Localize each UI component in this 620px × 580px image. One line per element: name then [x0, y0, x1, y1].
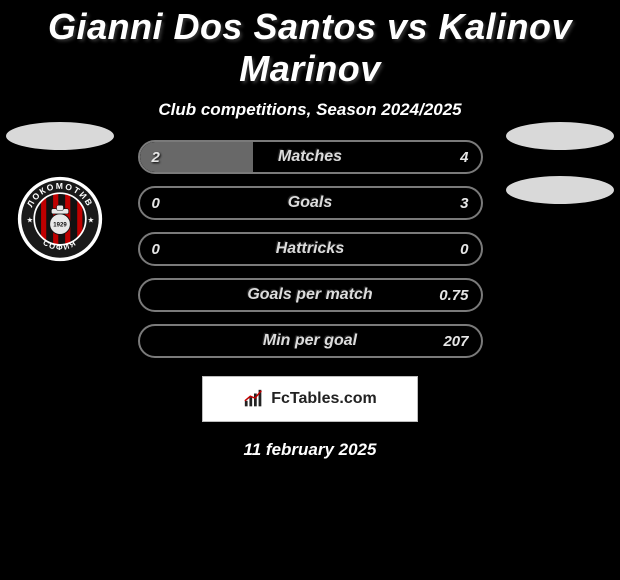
brand-box: FcTables.com	[202, 376, 418, 422]
team-logo-right-placeholder-2	[506, 176, 614, 204]
stat-bar: 00Hattricks	[138, 232, 483, 266]
stat-label: Min per goal	[140, 332, 481, 350]
brand-label: FcTables.com	[271, 390, 377, 408]
stat-bar: 0.75Goals per match	[138, 278, 483, 312]
badge-year: 1929	[53, 223, 67, 229]
stat-bar: 207Min per goal	[138, 324, 483, 358]
stat-bar: 03Goals	[138, 186, 483, 220]
svg-text:★: ★	[26, 215, 33, 224]
club-badge: ЛОКОМОТИВ СОФИЯ ★ ★	[17, 176, 103, 262]
stat-label: Hattricks	[140, 240, 481, 258]
stat-bar: 24Matches	[138, 140, 483, 174]
bar-chart-icon	[243, 388, 265, 410]
page-title: Gianni Dos Santos vs Kalinov Marinov	[0, 2, 620, 96]
stat-label: Goals	[140, 194, 481, 212]
stat-label: Goals per match	[140, 286, 481, 304]
stat-label: Matches	[140, 148, 481, 166]
svg-text:★: ★	[88, 215, 95, 224]
date-label: 11 february 2025	[0, 440, 620, 460]
team-logo-right-placeholder	[506, 122, 614, 150]
team-logo-left-placeholder	[6, 122, 114, 150]
